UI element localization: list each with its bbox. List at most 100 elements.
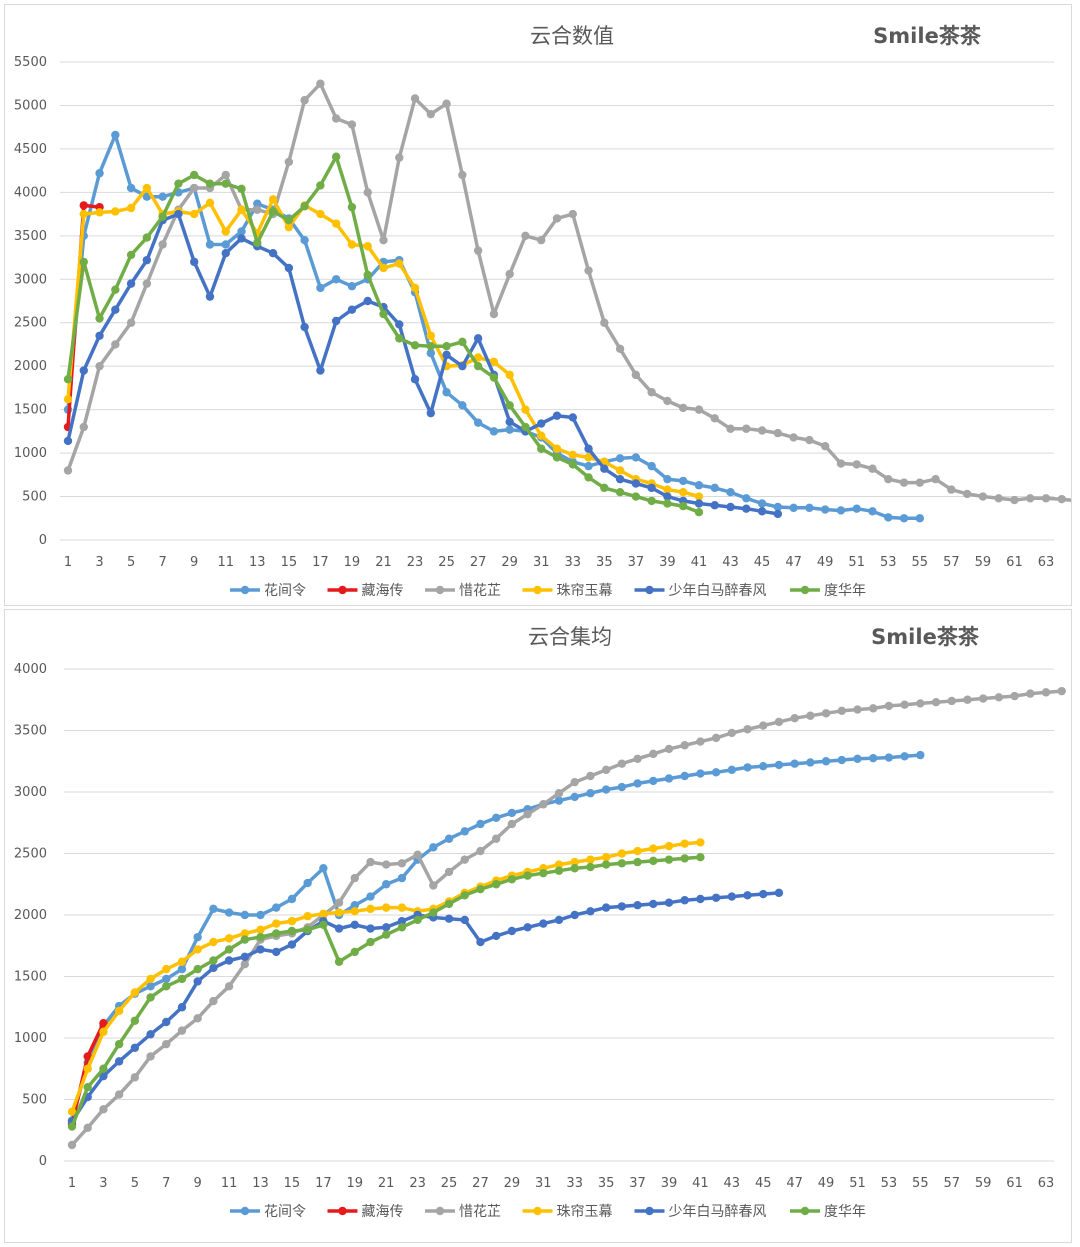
data-point (696, 737, 705, 746)
data-point (300, 202, 309, 211)
x-tick-label: 1 (64, 555, 72, 570)
data-point (617, 849, 627, 858)
data-point (237, 184, 246, 194)
data-point (647, 483, 656, 493)
x-tick-label: 35 (596, 555, 613, 570)
legend-label: 珠帘玉幕 (557, 1204, 613, 1220)
data-point (994, 693, 1004, 702)
data-point (363, 242, 372, 251)
data-point (507, 875, 517, 884)
data-point (554, 860, 564, 869)
x-tick-label: 59 (975, 1176, 992, 1191)
data-point (884, 474, 893, 484)
x-tick-label: 35 (598, 1176, 615, 1191)
data-point (381, 923, 391, 932)
data-point (111, 207, 120, 216)
data-point (978, 694, 988, 703)
data-point (554, 789, 564, 798)
data-point (853, 705, 862, 714)
data-point (347, 240, 357, 249)
data-point (287, 926, 297, 936)
x-tick-label: 11 (217, 555, 234, 570)
data-point (664, 744, 674, 754)
data-point (649, 899, 658, 909)
y-tick-label: 0 (39, 533, 47, 548)
data-point (224, 982, 234, 991)
data-point (240, 910, 250, 920)
data-point (209, 996, 218, 1006)
x-tick-label: 45 (755, 1176, 772, 1191)
x-tick-label: 23 (407, 555, 424, 570)
data-point (240, 960, 250, 969)
data-point (397, 916, 407, 926)
data-point (680, 896, 689, 905)
data-point (663, 485, 672, 494)
data-point (142, 279, 152, 288)
data-point (537, 444, 546, 453)
data-point (774, 760, 784, 770)
data-point (158, 240, 167, 249)
x-tick-label: 1 (68, 1176, 76, 1191)
legend-label: 度华年 (824, 583, 866, 599)
data-point (884, 701, 894, 711)
data-point (711, 768, 721, 777)
data-point (334, 957, 344, 966)
data-point (444, 867, 454, 877)
data-point (350, 907, 359, 916)
data-point (1041, 494, 1051, 503)
data-point (126, 318, 136, 327)
data-point (209, 904, 218, 914)
data-point (268, 207, 278, 216)
y-tick-label: 3000 (14, 785, 47, 800)
series-花间令 (67, 750, 925, 1125)
data-point (678, 488, 688, 497)
data-point (631, 370, 641, 380)
x-tick-label: 13 (252, 1176, 269, 1191)
data-point (381, 880, 391, 889)
data-point (442, 350, 451, 360)
data-point (426, 348, 436, 358)
data-point (316, 79, 325, 88)
x-tick-label: 49 (817, 555, 834, 570)
data-point (95, 208, 104, 217)
data-point (868, 704, 878, 713)
legend: 花间令 藏海传 惜花芷 珠帘玉幕 少年白马醉春风 度华年 (230, 1204, 866, 1220)
data-point (142, 255, 152, 265)
data-point (774, 717, 784, 727)
data-point (99, 1064, 108, 1073)
data-point (397, 873, 407, 883)
data-point (426, 341, 436, 351)
data-point (489, 357, 499, 367)
legend-marker (338, 1206, 347, 1216)
series-少年白马醉春风 (63, 209, 783, 519)
data-point (473, 246, 483, 255)
data-point (680, 741, 689, 750)
data-point (727, 728, 737, 738)
legend-marker (800, 585, 810, 595)
x-tick-label: 29 (504, 1176, 521, 1191)
legend-label: 藏海传 (362, 1204, 404, 1220)
data-point (678, 501, 688, 511)
data-point (111, 285, 120, 294)
data-point (584, 461, 593, 471)
data-point (347, 202, 357, 212)
data-point (300, 96, 309, 105)
y-tick-label: 3000 (14, 272, 47, 287)
data-point (633, 846, 642, 856)
data-point (821, 709, 831, 718)
data-point (694, 405, 704, 414)
data-point (947, 485, 956, 494)
data-point (649, 856, 658, 866)
data-point (537, 235, 546, 245)
x-tick-label: 9 (194, 1176, 202, 1191)
legend-item: 惜花芷 (425, 583, 501, 599)
data-point (663, 499, 672, 508)
data-point (570, 857, 579, 867)
data-point (633, 754, 642, 763)
data-point (193, 945, 202, 954)
series-珠帘玉幕 (63, 183, 704, 501)
data-point (916, 750, 925, 760)
data-point (221, 179, 230, 188)
y-tick-label: 5000 (14, 98, 47, 113)
legend-item: 藏海传 (327, 583, 404, 599)
